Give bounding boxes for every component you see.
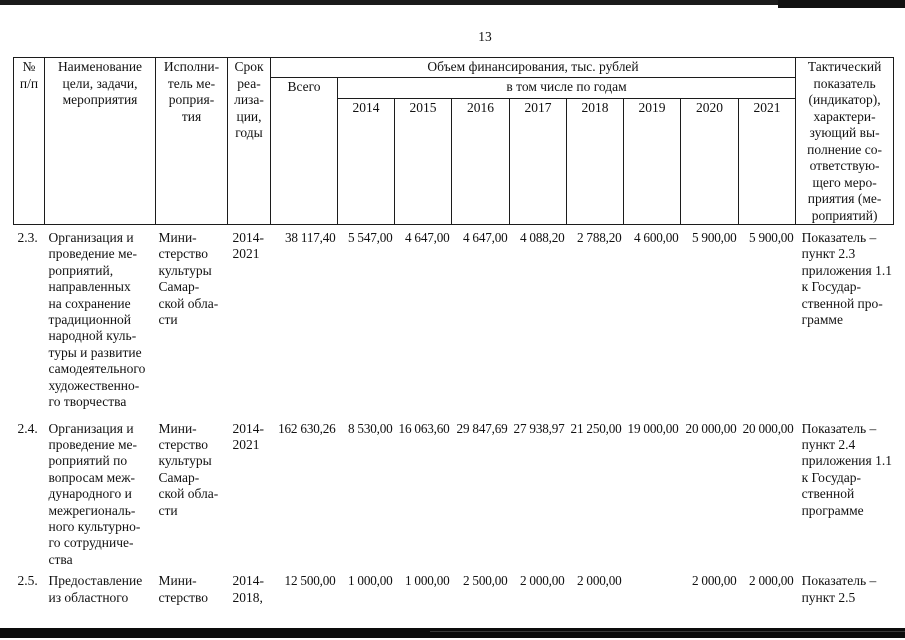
cell-total: 12 500,00 [284,573,336,589]
cell-year-2016: 4 647,00 [462,230,508,245]
header-cell-total: Всего [270,77,338,225]
cell-measure-name: Предоставление из областного [48,573,143,605]
cell-year-2020: 2 000,00 [691,573,737,589]
cell-year-2020: 5 900,00 [691,230,737,245]
cell-year-2014: 8 530,00 [347,420,393,436]
header-cell-executor: Исполни- тель ме- роприя- тия [155,57,228,225]
cell-year-2017: 2 000,00 [519,573,565,589]
cell-period: 2014- 2021 [232,230,265,262]
header-row-1: № п/п Наименование цели, задачи, меропри… [13,57,895,225]
cell-measure-name: Организация и проведение ме- роприятий, … [48,230,146,410]
cell-year-2021: 5 900,00 [749,230,794,245]
cell-year-2020: 20 000,00 [685,420,737,436]
cell-period: 2014- 2021 [232,420,265,452]
scan-bottom-edge [0,628,905,638]
cell-indicator: Показатель – пункт 2.5 [801,573,877,605]
cell-measure-name: Организация и проведение ме- роприятий п… [48,420,141,567]
header-row-2: Всего в том числе по годам [14,77,894,225]
cell-year-2018: 21 250,00 [570,420,622,436]
header-cell-year-2020: 2020 [680,98,739,225]
table-row-2-3: 2.3. Организация и проведение ме- роприя… [14,225,894,416]
header-cell-name: Наименование цели, задачи, мероприятия [44,57,156,225]
row-number: 2.5. [17,573,38,589]
cell-period: 2014- 2018, [232,573,265,605]
table-row-2-4: 2.4. Организация и проведение ме- роприя… [14,416,894,569]
scan-top-edge-right [778,0,905,8]
scan-top-edge [0,0,905,5]
cell-year-2018: 2 788,20 [576,230,622,245]
header-cell-period: Срок реа- лиза- ции, годы [227,57,271,225]
cell-year-2015: 4 647,00 [404,230,450,245]
row-number: 2.4. [17,420,38,436]
cell-year-2021: 2 000,00 [749,573,794,589]
header-cell-financing-title: Объем финансирования, тыс. рублей [269,57,797,78]
header-cell-by-years: в том числе по годам [336,77,797,99]
cell-year-2017: 27 938,97 [513,420,565,436]
cell-year-2016: 2 500,00 [462,573,508,589]
header-cell-year-2016: 2016 [451,98,510,225]
cell-year-2014: 5 547,00 [347,230,393,245]
cell-total: 162 630,26 [278,420,336,436]
header-cell-num: № п/п [13,57,45,225]
cell-year-2015: 1 000,00 [404,573,450,589]
cell-year-2018: 2 000,00 [576,573,622,589]
header-cell-year-2015: 2015 [394,98,452,225]
cell-year-2019 [624,568,681,606]
header-cell-year-2019: 2019 [623,98,681,225]
cell-indicator: Показатель – пункт 2.3 приложения 1.1 к … [801,230,892,328]
cell-year-2019: 4 600,00 [633,230,679,245]
financing-table: № п/п Наименование цели, задачи, меропри… [13,57,895,606]
row-number: 2.3. [17,230,38,245]
cell-year-2019: 19 000,00 [627,420,679,436]
table-row-2-5: 2.5. Предоставление из областного Мини- … [14,568,894,606]
header-cell-year-2018: 2018 [566,98,624,225]
cell-year-2017: 4 088,20 [519,230,565,245]
cell-executor: Мини- стерство [158,573,209,605]
page-number: 13 [478,29,492,44]
cell-year-2016: 29 847,69 [456,420,508,436]
cell-year-2014: 1 000,00 [347,573,393,589]
cell-executor: Мини- стерство культуры Самар- ской обла… [158,420,219,518]
cell-indicator: Показатель – пункт 2.4 приложения 1.1 к … [801,420,892,518]
header-cell-indicator: Тактический показатель (индикатор), хара… [795,57,895,225]
header-cell-year-2021: 2021 [737,98,797,225]
cell-year-2021: 20 000,00 [742,420,794,436]
header-cell-year-2014: 2014 [337,98,395,225]
cell-total: 38 117,40 [285,230,336,245]
cell-year-2015: 16 063,60 [398,420,450,436]
header-cell-year-2017: 2017 [509,98,567,225]
header-row-years: 2014 2015 2016 2017 2018 2019 2020 2021 [14,98,894,225]
scan-bottom-edge-line [430,631,905,632]
cell-executor: Мини- стерство культуры Самар- ской обла… [158,230,219,328]
